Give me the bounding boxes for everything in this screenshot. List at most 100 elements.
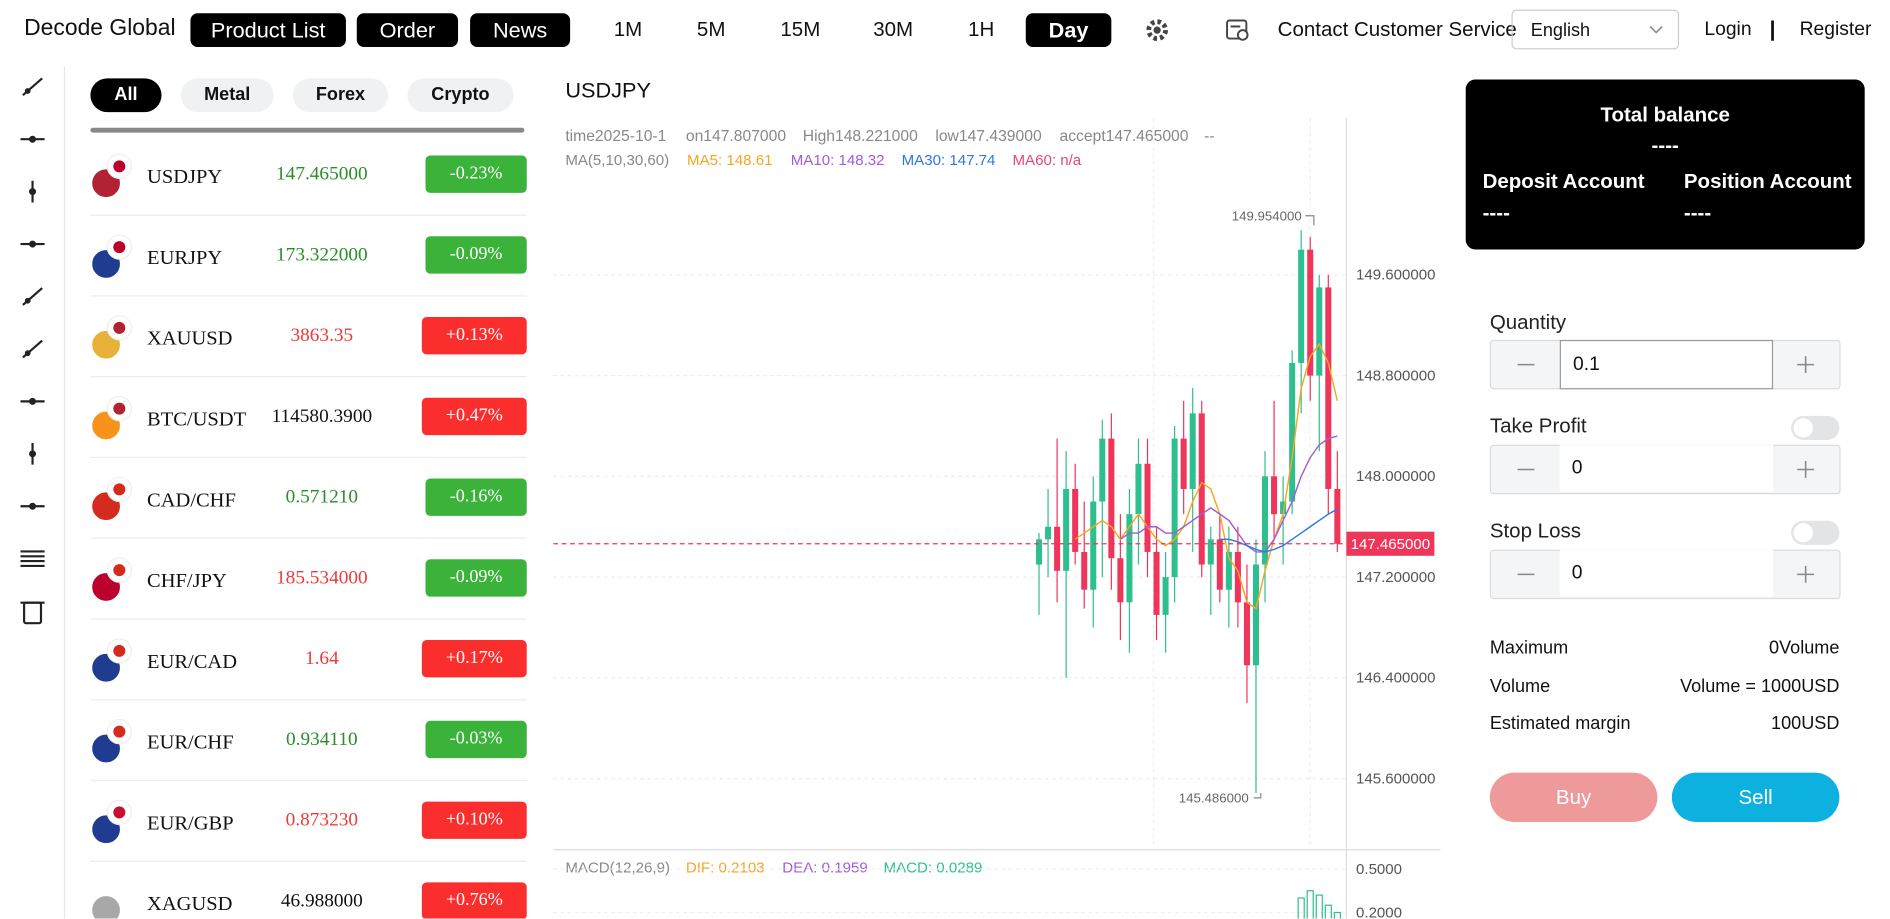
take-profit-value[interactable]: 0 <box>1559 444 1774 492</box>
market-row[interactable]: EURJPY 173.322000 -0.09% <box>90 216 527 297</box>
language-value: English <box>1530 20 1591 41</box>
market-row[interactable]: EUR/CAD 1.64 +0.17% <box>90 620 527 701</box>
buy-button[interactable]: Buy <box>1489 772 1658 823</box>
timeframe[interactable]: 5M <box>696 18 726 41</box>
candle-body <box>1117 558 1124 603</box>
market-tab[interactable]: Crypto <box>407 78 514 113</box>
icon-part <box>24 297 31 304</box>
take-profit-label: Take Profit <box>1489 414 1587 438</box>
market-row[interactable]: XAUUSD 3863.35 +0.13% <box>90 297 527 378</box>
last-price-label: 147.465000 <box>1351 536 1431 553</box>
settings-icon[interactable] <box>1143 16 1172 45</box>
symbol: EUR/GBP <box>147 811 234 835</box>
ma-line <box>1074 342 1339 610</box>
timeframe-active[interactable]: Day <box>1025 13 1112 48</box>
change-badge: +0.10% <box>421 801 527 839</box>
change-badge: -0.23% <box>425 155 527 193</box>
timeframe[interactable]: 30M <box>873 18 914 41</box>
tab-underline <box>90 127 525 133</box>
nav-news[interactable]: News <box>470 13 571 48</box>
price: 147.465000 <box>276 163 368 185</box>
stepper-icons[interactable] <box>1491 446 1839 493</box>
candle-body <box>1280 501 1287 515</box>
brand: Decode Global <box>24 15 176 41</box>
tool-icon <box>20 397 45 405</box>
flag-icon <box>91 234 132 280</box>
sell-button[interactable]: Sell <box>1671 772 1840 823</box>
market-tab[interactable]: All <box>90 78 162 113</box>
symbol: CAD/CHF <box>147 488 236 512</box>
price: 114580.3900 <box>271 406 373 427</box>
market-row[interactable]: XAGUSD 46.988000 +0.76% <box>90 862 527 919</box>
register-link[interactable]: Register <box>1799 19 1872 40</box>
stop-loss-input[interactable]: 0 <box>1489 549 1841 600</box>
icon-part <box>29 502 37 510</box>
market-tab[interactable]: Metal <box>180 78 274 113</box>
ma-line <box>1219 508 1338 553</box>
nav-product-list[interactable]: Product List <box>190 13 346 48</box>
tool-icon <box>20 502 45 510</box>
tool-icon <box>29 180 37 203</box>
flag-icon <box>91 153 132 199</box>
timeframe[interactable]: 1H <box>968 18 995 41</box>
stop-loss-toggle[interactable] <box>1791 520 1840 545</box>
macd-bar <box>1324 904 1332 919</box>
tool-icon <box>20 240 45 248</box>
candle-body <box>1252 564 1259 666</box>
quantity-value[interactable]: 0.1 <box>1559 339 1774 390</box>
price: 0.873230 <box>285 810 358 831</box>
market-row[interactable]: CAD/CHF 0.571210 -0.16% <box>90 458 527 539</box>
market-row[interactable]: CHF/JPY 185.534000 -0.09% <box>90 539 527 620</box>
flag-sub-mark <box>113 483 126 496</box>
change-badge: -0.09% <box>425 236 527 274</box>
stop-loss-value[interactable]: 0 <box>1559 549 1774 597</box>
nav-order[interactable]: Order <box>356 13 459 48</box>
icon-part <box>24 350 31 357</box>
market-row[interactable]: BTC/USDT 114580.3900 +0.47% <box>90 377 527 459</box>
market-tab[interactable]: Forex <box>292 78 389 113</box>
contact-link[interactable]: Contact Customer Service <box>1277 18 1517 41</box>
candle-body <box>1207 539 1214 565</box>
chart-settings-icon[interactable] <box>1225 17 1252 44</box>
stop-loss-label: Stop Loss <box>1489 519 1581 543</box>
chart-info-item: low147.439000 <box>935 126 1042 145</box>
language-select[interactable]: English <box>1511 9 1680 50</box>
price: 46.988000 <box>280 890 363 912</box>
macd-bar <box>1333 911 1341 919</box>
candle-body <box>1099 438 1106 502</box>
symbol: EUR/CAD <box>147 649 238 673</box>
quantity-input[interactable]: 0.1 <box>1489 339 1841 390</box>
candle-body <box>1298 249 1305 363</box>
stepper-icons[interactable] <box>1491 341 1839 388</box>
position-value: ---- <box>1683 201 1712 225</box>
macd-legend-item: MACD: 0.0289 <box>883 859 983 877</box>
take-profit-toggle[interactable] <box>1791 415 1840 440</box>
account-card: Total balance ---- Deposit Account ---- … <box>1465 79 1865 250</box>
market-row[interactable]: EUR/GBP 0.873230 +0.10% <box>90 781 527 862</box>
candle-body <box>1262 476 1269 565</box>
y-tick-label: 145.600000 <box>1356 770 1436 787</box>
change-badge: -0.16% <box>425 478 527 516</box>
market-row[interactable]: USDJPY 147.465000 -0.23% <box>90 135 527 216</box>
timeframe[interactable]: 15M <box>780 18 821 41</box>
order-info-value: 0Volume <box>1769 637 1840 659</box>
candle-body <box>1126 514 1133 603</box>
timeframe[interactable]: 1M <box>613 18 643 41</box>
macd-legend-item: DEA: 0.1959 <box>782 859 868 877</box>
login-link[interactable]: Login <box>1704 19 1752 40</box>
flag-icon <box>91 894 122 919</box>
market-row[interactable]: EUR/CHF 0.934110 -0.03% <box>90 700 527 782</box>
tool-icon <box>22 77 43 97</box>
candle-body <box>1316 287 1323 376</box>
take-profit-input[interactable]: 0 <box>1489 444 1841 495</box>
candle-body <box>1054 526 1061 571</box>
stepper-icons[interactable] <box>1491 551 1839 598</box>
candle-body <box>1171 438 1178 578</box>
order-info-value: Volume = 1000USD <box>1680 675 1840 697</box>
chart-info-item: accept147.465000 <box>1059 126 1189 145</box>
flag-icon <box>91 395 132 441</box>
symbol: USDJPY <box>147 165 223 189</box>
icon-part <box>29 240 37 248</box>
tool-icon <box>20 135 45 143</box>
